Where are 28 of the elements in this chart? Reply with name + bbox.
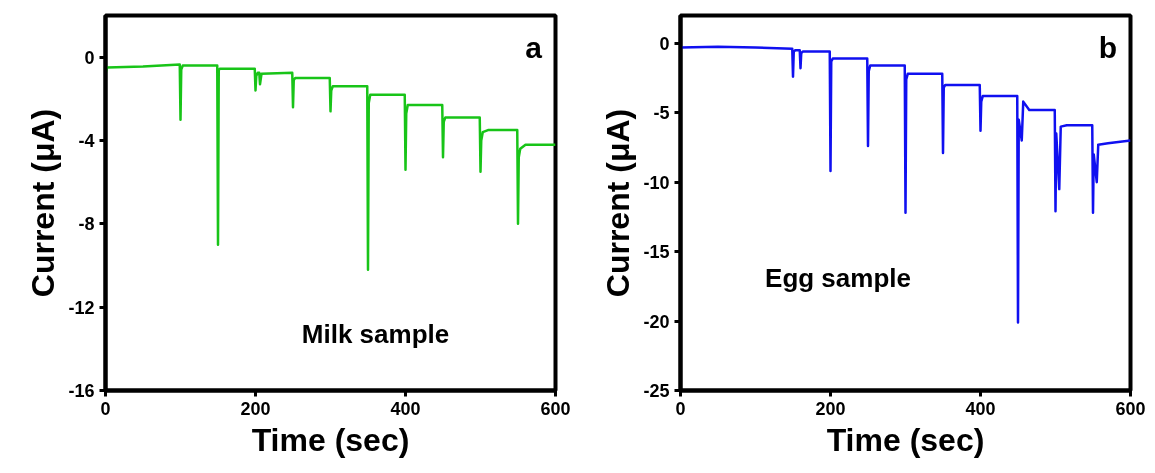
x-tick-label: 600	[540, 398, 571, 419]
annotation: Egg sample	[765, 263, 911, 293]
x-axis-title: Time (sec)	[251, 421, 410, 458]
y-tick-label: -5	[653, 103, 670, 124]
y-tick-label: -25	[643, 381, 670, 401]
x-tick-label: 200	[240, 398, 271, 419]
x-tick-label: 400	[390, 398, 421, 419]
y-tick-label: -20	[643, 311, 670, 332]
y-tick-label: 0	[659, 33, 670, 54]
y-tick-label: -10	[643, 172, 670, 193]
y-tick-label: 0	[84, 47, 95, 68]
y-axis-title: Current (μA)	[600, 108, 637, 298]
x-tick-label: 0	[675, 398, 686, 419]
line-series	[105, 63, 556, 271]
y-tick-label: -12	[68, 297, 95, 318]
annotation: Milk sample	[301, 319, 450, 350]
y-tick-label: -16	[68, 381, 95, 401]
y-tick-label: -8	[78, 214, 95, 235]
x-tick-label: 400	[965, 398, 996, 419]
x-tick-label: 600	[1115, 398, 1146, 419]
y-tick-label: -4	[78, 131, 95, 151]
y-axis-title: Current (μA)	[25, 108, 62, 298]
annotation: b	[1098, 30, 1117, 64]
x-axis-title: Time (sec)	[826, 421, 985, 458]
annotation: a	[525, 30, 543, 64]
y-tick-label: -15	[643, 242, 670, 263]
x-tick-label: 200	[815, 398, 846, 419]
x-tick-label: 0	[100, 398, 111, 419]
